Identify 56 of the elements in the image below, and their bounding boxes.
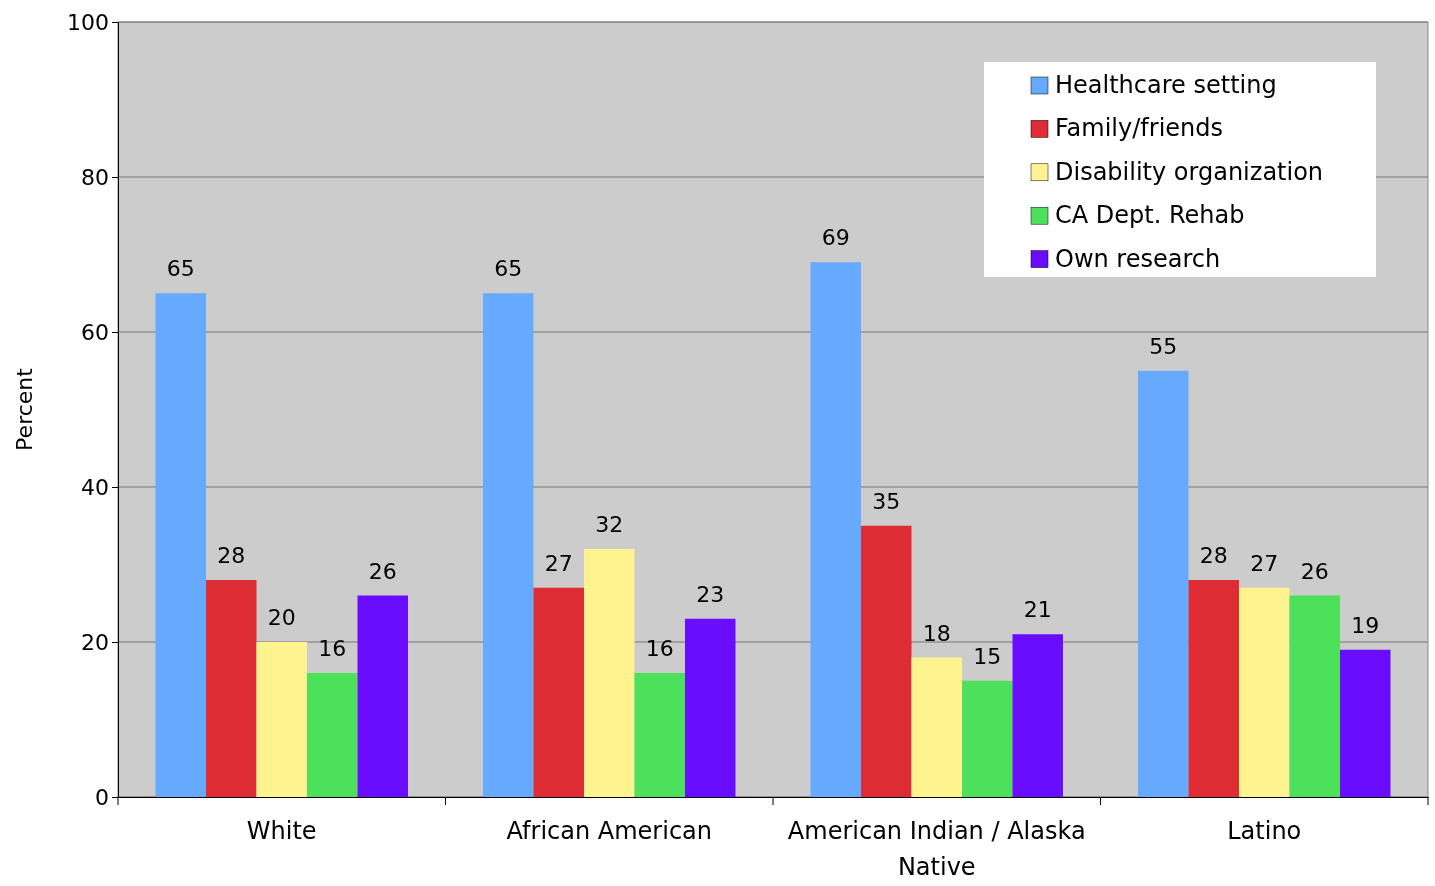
bar bbox=[810, 262, 861, 797]
data-label: 28 bbox=[217, 543, 246, 568]
data-label: 19 bbox=[1351, 612, 1380, 638]
legend-label: Own research bbox=[1055, 244, 1221, 273]
bar bbox=[584, 549, 635, 797]
bar bbox=[307, 673, 358, 797]
data-label: 65 bbox=[494, 256, 523, 282]
x-tick-label: African American bbox=[506, 817, 712, 845]
y-tick-label: 40 bbox=[81, 474, 109, 500]
bar bbox=[1012, 634, 1063, 797]
data-label: 28 bbox=[1199, 543, 1228, 568]
data-label: 69 bbox=[821, 225, 850, 251]
data-label: 16 bbox=[645, 636, 674, 661]
data-label: 16 bbox=[318, 636, 347, 661]
bar bbox=[357, 595, 408, 797]
data-label: 26 bbox=[368, 558, 397, 584]
data-label: 65 bbox=[166, 256, 195, 282]
bar bbox=[911, 657, 962, 797]
data-label: 27 bbox=[544, 550, 573, 576]
bar bbox=[634, 673, 685, 797]
y-axis-title: Percent bbox=[12, 367, 37, 451]
bar bbox=[256, 642, 307, 797]
bar bbox=[1340, 649, 1391, 797]
x-tick-label: White bbox=[246, 817, 317, 845]
data-label: 26 bbox=[1300, 558, 1329, 584]
data-label: 35 bbox=[872, 488, 901, 514]
bar bbox=[155, 293, 206, 797]
bar bbox=[1138, 370, 1189, 797]
data-label: 32 bbox=[595, 512, 624, 537]
bar bbox=[962, 680, 1013, 797]
bar bbox=[861, 525, 912, 797]
y-tick-label: 100 bbox=[67, 9, 109, 35]
y-tick-label: 20 bbox=[81, 629, 109, 655]
x-tick-label: American Indian / Alaska Native bbox=[787, 817, 1086, 881]
x-tick-label: Latino bbox=[1227, 817, 1302, 845]
data-label: 21 bbox=[1023, 597, 1052, 623]
bar bbox=[483, 293, 534, 797]
data-label: 18 bbox=[922, 620, 951, 646]
data-label: 23 bbox=[696, 581, 725, 607]
y-tick-label: 80 bbox=[81, 164, 109, 190]
bar bbox=[1188, 580, 1239, 797]
legend-label: Disability organization bbox=[1055, 157, 1324, 186]
data-label: 55 bbox=[1149, 333, 1178, 359]
data-label: 27 bbox=[1250, 550, 1279, 576]
data-label: 20 bbox=[267, 605, 296, 630]
bar bbox=[1289, 595, 1340, 797]
legend-label: Healthcare setting bbox=[1055, 71, 1277, 99]
bar bbox=[533, 587, 584, 797]
y-tick-label: 0 bbox=[95, 784, 109, 810]
data-label: 15 bbox=[973, 643, 1002, 669]
legend-label: Family/friends bbox=[1055, 114, 1224, 143]
bar bbox=[685, 618, 736, 797]
bar bbox=[206, 580, 257, 797]
bar bbox=[1239, 587, 1290, 797]
legend-label: CA Dept. Rehab bbox=[1055, 201, 1245, 230]
y-tick-label: 60 bbox=[81, 319, 109, 345]
